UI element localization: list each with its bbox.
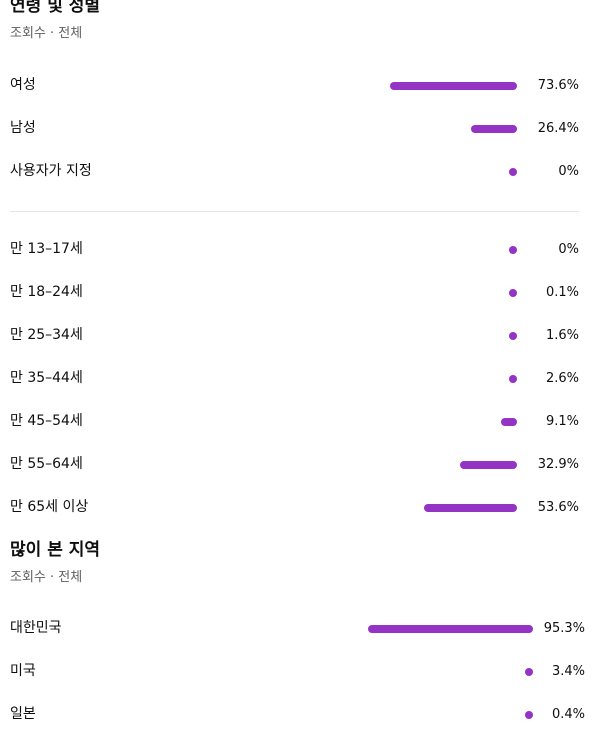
section-subtitle: 조회수 · 전체 [10, 26, 83, 41]
row-label: 사용자가 지정 [10, 163, 92, 179]
row-value: 0% [558, 242, 579, 257]
row-label: 일본 [10, 706, 36, 722]
row-value: 0% [558, 164, 579, 179]
bar [509, 246, 517, 254]
bar [509, 168, 517, 176]
row-label: 만 55–64세 [10, 456, 83, 472]
row-label: 미국 [10, 663, 36, 679]
row-label: 만 13–17세 [10, 241, 83, 257]
row-label: 대한민국 [10, 620, 62, 636]
section-subtitle: 조회수 · 전체 [10, 570, 83, 585]
row-label: 여성 [10, 77, 36, 93]
bar [525, 668, 533, 676]
row-label: 남성 [10, 120, 36, 136]
bar [509, 332, 517, 340]
row-label: 만 65세 이상 [10, 499, 89, 515]
bar [501, 418, 517, 426]
divider [10, 211, 579, 212]
bar [509, 289, 517, 297]
row-label: 만 25–34세 [10, 327, 83, 343]
row-value: 9.1% [545, 414, 579, 429]
section-title: 많이 본 지역 [10, 540, 101, 560]
bar [460, 461, 517, 469]
row-value: 2.6% [545, 371, 579, 386]
section-title: 연령 및 성별 [10, 0, 101, 16]
bar [509, 375, 517, 383]
bar [525, 711, 533, 719]
bar [471, 125, 517, 133]
row-label: 만 18–24세 [10, 284, 83, 300]
row-value: 95.3% [543, 621, 585, 636]
row-value: 0.1% [545, 285, 579, 300]
row-label: 만 35–44세 [10, 370, 83, 386]
row-label: 만 45–54세 [10, 413, 83, 429]
row-value: 73.6% [537, 78, 579, 93]
row-value: 3.4% [551, 664, 585, 679]
bar [389, 82, 517, 90]
row-value: 53.6% [537, 500, 579, 515]
bar [424, 504, 517, 512]
row-value: 26.4% [537, 121, 579, 136]
row-value: 1.6% [545, 328, 579, 343]
bar [368, 625, 533, 633]
row-value: 0.4% [551, 707, 585, 722]
row-value: 32.9% [537, 457, 579, 472]
